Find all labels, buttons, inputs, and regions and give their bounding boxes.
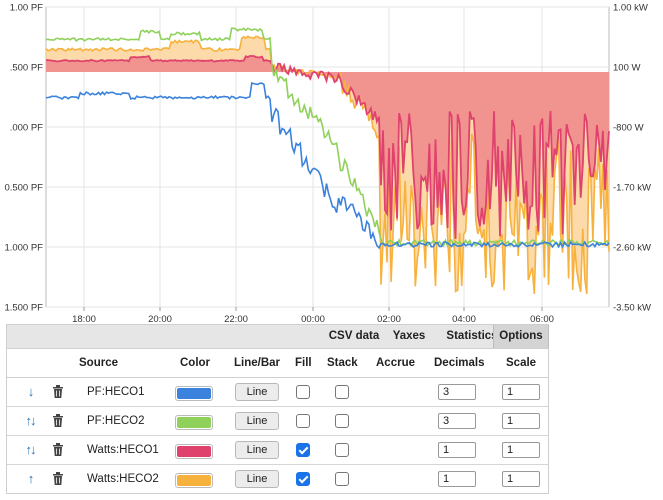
stack-checkbox[interactable] xyxy=(335,472,349,486)
right-axis-tick: -2.60 kW xyxy=(613,243,651,254)
right-axis-tick: 100 W xyxy=(613,63,640,74)
fill-checkbox[interactable] xyxy=(296,443,310,457)
table-row: ↑ Watts:HECO2 Line 1 1 xyxy=(7,465,548,493)
x-axis-tick: 00:00 xyxy=(301,314,325,322)
color-picker[interactable] xyxy=(175,386,213,401)
line-bar-button[interactable]: Line xyxy=(235,470,279,488)
tab-bar: CSV data Yaxes Statistics Options xyxy=(7,325,549,349)
scale-input[interactable]: 1 xyxy=(502,442,540,458)
reorder-arrow-icon[interactable]: ↓ xyxy=(27,384,35,399)
x-axis-tick: 18:00 xyxy=(72,314,96,322)
timeseries-chart: 1.00 PF .500 PF .000 PF 0.500 PF 1.000 PF 1.5… xyxy=(4,3,651,323)
column-line-bar: Line/Bar xyxy=(234,357,281,369)
scale-input[interactable]: 1 xyxy=(502,384,540,400)
left-axis-tick: 1.00 PF xyxy=(10,3,43,14)
fill-checkbox[interactable] xyxy=(296,414,310,428)
color-picker[interactable] xyxy=(175,473,213,488)
decimals-input[interactable]: 3 xyxy=(438,384,476,400)
fill-checkbox[interactable] xyxy=(296,385,310,399)
column-color: Color xyxy=(180,357,211,369)
left-axis-tick: .500 PF xyxy=(10,63,43,74)
right-axis-tick: -3.50 kW xyxy=(613,303,651,314)
trash-icon[interactable] xyxy=(53,414,63,427)
line-bar-button[interactable]: Line xyxy=(235,383,279,401)
tab-yaxes[interactable]: Yaxes xyxy=(392,330,426,342)
fill-checkbox[interactable] xyxy=(296,472,310,486)
right-axis-tick: -800 W xyxy=(613,123,644,134)
stack-checkbox[interactable] xyxy=(335,443,349,457)
table-row: ↑↓ PF:HECO2 Line 3 1 xyxy=(7,407,548,436)
tab-csv-data[interactable]: CSV data xyxy=(328,330,380,342)
decimals-input[interactable]: 1 xyxy=(438,442,476,458)
source-name: Watts:HECO1 xyxy=(87,444,159,456)
line-bar-button[interactable]: Line xyxy=(235,412,279,430)
decimals-input[interactable]: 1 xyxy=(438,471,476,487)
left-axis-tick: .000 PF xyxy=(10,123,43,134)
column-accrue: Accrue xyxy=(376,357,415,369)
x-axis-tick: 20:00 xyxy=(148,314,172,322)
tab-statistics[interactable]: Statistics xyxy=(446,330,498,342)
tab-options[interactable]: Options xyxy=(493,325,549,348)
column-scale: Scale xyxy=(506,357,537,369)
line-bar-button[interactable]: Line xyxy=(235,441,279,459)
pf-heco1-line xyxy=(45,81,610,250)
series-table: CSV data Yaxes Statistics Options Source… xyxy=(6,324,549,494)
column-decimals: Decimals xyxy=(434,357,485,369)
reorder-arrow-icon[interactable]: ↑ xyxy=(27,471,35,486)
trash-icon[interactable] xyxy=(53,443,63,456)
source-name: PF:HECO2 xyxy=(87,415,145,427)
trash-icon[interactable] xyxy=(53,472,63,485)
column-fill: Fill xyxy=(295,357,312,369)
source-name: Watts:HECO2 xyxy=(87,473,159,485)
table-header: Source Color Line/Bar Fill Stack Accrue … xyxy=(7,349,548,378)
table-row: ↑↓ Watts:HECO1 Line 1 1 xyxy=(7,436,548,465)
trash-icon[interactable] xyxy=(53,385,63,398)
reorder-arrow-icon[interactable]: ↑↓ xyxy=(25,413,37,428)
left-axis-tick: 1.500 PF xyxy=(4,303,43,314)
x-axis-tick: 02:00 xyxy=(377,314,401,322)
left-axis-tick: 0.500 PF xyxy=(4,183,43,194)
column-stack: Stack xyxy=(327,357,358,369)
table-row: ↓ PF:HECO1 Line 3 1 xyxy=(7,378,548,407)
watts-heco1-area xyxy=(46,56,609,239)
stack-checkbox[interactable] xyxy=(335,414,349,428)
right-axis-tick: -1.70 kW xyxy=(613,183,651,194)
stack-checkbox[interactable] xyxy=(335,385,349,399)
column-source: Source xyxy=(79,357,118,369)
decimals-input[interactable]: 3 xyxy=(438,413,476,429)
source-name: PF:HECO1 xyxy=(87,386,145,398)
color-picker[interactable] xyxy=(175,415,213,430)
reorder-arrow-icon[interactable]: ↑↓ xyxy=(25,442,37,457)
watts-heco1-line xyxy=(45,55,610,239)
x-axis-tick: 04:00 xyxy=(452,314,476,322)
scale-input[interactable]: 1 xyxy=(502,413,540,429)
color-picker[interactable] xyxy=(175,444,213,459)
left-axis-tick: 1.000 PF xyxy=(4,243,43,254)
x-axis-tick: 22:00 xyxy=(224,314,248,322)
x-axis-tick: 06:00 xyxy=(530,314,554,322)
scale-input[interactable]: 1 xyxy=(502,471,540,487)
right-axis-tick: 1.00 kW xyxy=(613,3,648,14)
pf-heco2-line xyxy=(45,27,610,249)
